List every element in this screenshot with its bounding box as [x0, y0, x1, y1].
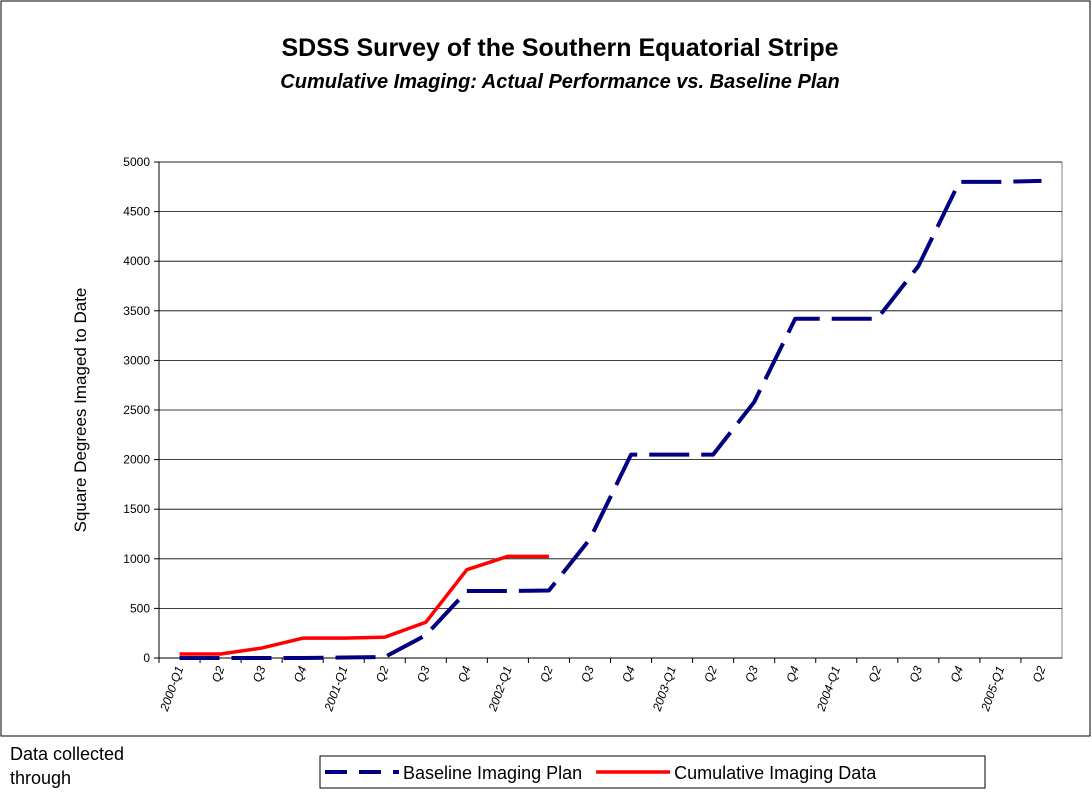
x-tick-label: Q2	[701, 664, 720, 684]
y-tick-label: 4000	[123, 254, 150, 268]
note-text: Data collected through	[10, 744, 124, 788]
y-tick-label: 500	[130, 601, 150, 615]
chart-title: SDSS Survey of the Southern Equatorial S…	[281, 34, 838, 62]
x-tick-label: Q3	[742, 664, 761, 684]
x-tick-label: Q4	[291, 664, 310, 684]
legend-label: Baseline Imaging Plan	[403, 763, 582, 783]
x-tick-label: Q2	[537, 664, 556, 684]
y-tick-label: 3000	[123, 353, 150, 367]
y-tick-label: 1500	[123, 502, 150, 516]
y-tick-label: 4500	[123, 205, 150, 219]
x-tick-label: Q4	[455, 664, 474, 684]
x-tick-label: Q4	[619, 664, 638, 684]
x-tick-label: Q4	[948, 664, 967, 684]
y-axis-label: Square Degrees Imaged to Date	[71, 288, 90, 533]
x-tick-label: Q2	[865, 664, 884, 684]
x-tick-label: Q2	[1030, 664, 1049, 684]
y-tick-label: 5000	[123, 155, 150, 169]
series-line	[179, 178, 1042, 660]
x-tick-label: Q4	[783, 664, 802, 684]
y-tick-label: 0	[143, 651, 150, 665]
x-tick-label: Q2	[209, 664, 228, 684]
note: Data collected through	[10, 744, 124, 788]
x-tick-label: Q3	[250, 664, 269, 684]
y-tick-label: 2000	[123, 453, 150, 467]
x-tick-label: Q3	[414, 664, 433, 684]
y-tick-label: 3500	[123, 304, 150, 318]
x-tick-label: Q3	[907, 664, 926, 684]
note-box	[0, 737, 170, 803]
legend-label: Cumulative Imaging Data	[674, 763, 877, 783]
y-tick-label: 2500	[123, 403, 150, 417]
y-tick-label: 1000	[123, 552, 150, 566]
x-tick-label: Q3	[578, 664, 597, 684]
x-tick-label: Q2	[373, 664, 392, 684]
chart-subtitle: Cumulative Imaging: Actual Performance v…	[280, 71, 839, 93]
series-line	[179, 554, 549, 656]
